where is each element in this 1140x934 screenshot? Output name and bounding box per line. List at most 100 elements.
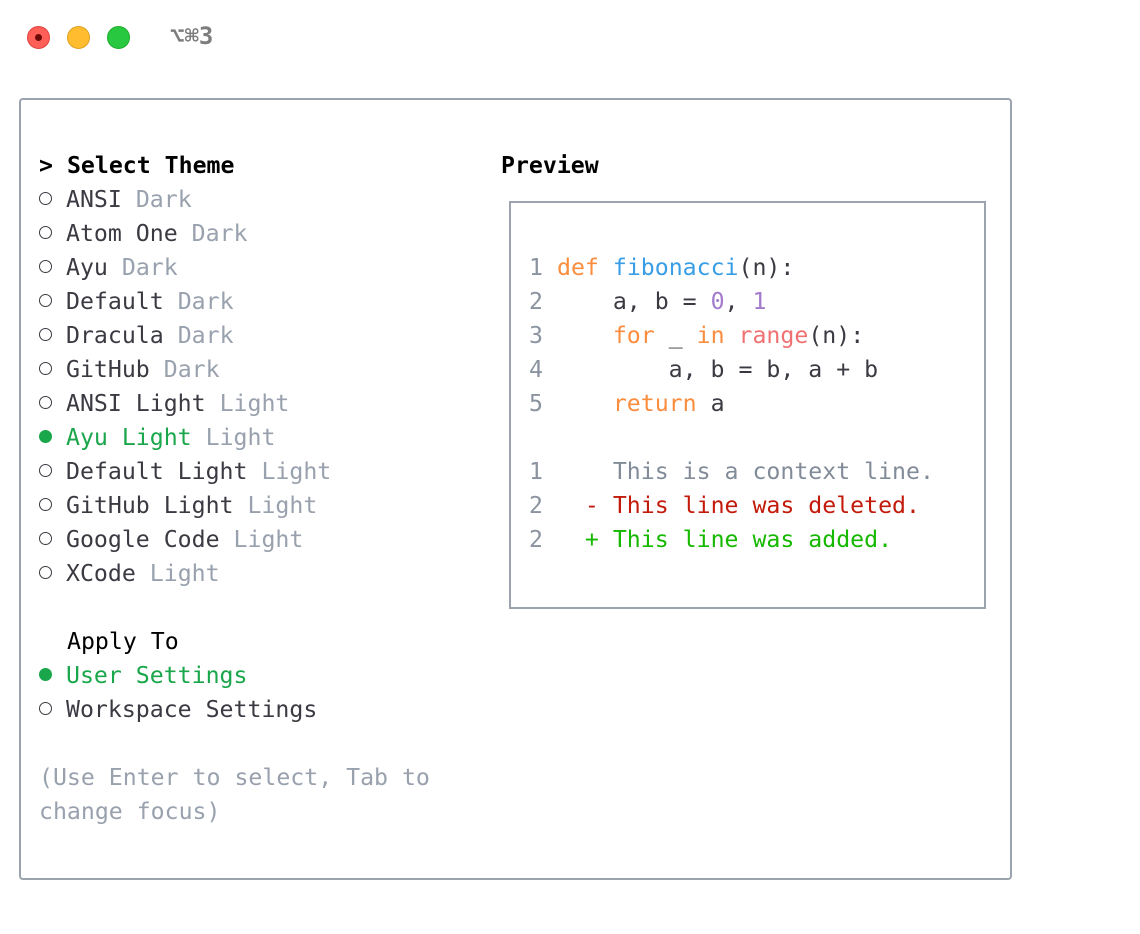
theme-name: Default	[66, 288, 164, 315]
maximize-window-button[interactable]	[107, 26, 130, 49]
keyword: in	[696, 322, 725, 349]
theme-option[interactable]: ANSI Light Light	[39, 387, 289, 421]
radio-icon	[39, 192, 52, 205]
theme-name: GitHub	[66, 356, 150, 383]
radio-icon	[39, 566, 52, 579]
theme-type: Light	[205, 424, 276, 451]
theme-name: Ayu	[66, 254, 108, 281]
theme-name: XCode	[66, 560, 136, 587]
code-text: ,	[724, 288, 753, 315]
diff-line: 2 - This line was deleted.	[529, 489, 920, 523]
theme-name: Ayu Light	[66, 424, 192, 451]
code-text: (n):	[738, 254, 795, 281]
window-shortcut: ⌥⌘3	[170, 22, 214, 50]
theme-option[interactable]: Dracula Dark	[39, 319, 234, 353]
theme-option[interactable]: GitHub Dark	[39, 353, 220, 387]
space	[725, 322, 739, 349]
radio-icon	[39, 532, 52, 545]
code-text: (n):	[808, 322, 865, 349]
theme-type: Dark	[177, 322, 234, 349]
code-line: 4 a, b = b, a + b	[529, 353, 878, 387]
theme-name: ANSI	[66, 186, 122, 213]
line-number: 1	[529, 458, 543, 485]
number: 1	[752, 288, 767, 315]
select-theme-heading: > Select Theme	[39, 149, 234, 183]
theme-type: Light	[233, 526, 304, 553]
code-text: a	[696, 390, 725, 417]
theme-type: Dark	[135, 186, 192, 213]
apply-to-label: Workspace Settings	[66, 696, 318, 723]
hint-line-2: change focus)	[39, 798, 221, 825]
apply-to-label: User Settings	[66, 662, 248, 689]
line-number: 5	[529, 390, 543, 417]
theme-name: Google Code	[66, 526, 220, 553]
code-line: 5 return a	[529, 387, 725, 421]
theme-type: Light	[149, 560, 220, 587]
close-window-button[interactable]	[27, 26, 50, 49]
radio-icon	[39, 328, 52, 341]
function-name: fibonacci	[612, 254, 739, 281]
theme-option[interactable]: GitHub Light Light	[39, 489, 317, 523]
theme-option[interactable]: ANSI Dark	[39, 183, 192, 217]
line-number: 1	[529, 254, 543, 281]
builtin: range	[738, 322, 809, 349]
radio-icon	[39, 498, 52, 511]
diff-line: 2 + This line was added.	[529, 523, 892, 557]
radio-icon	[39, 430, 52, 443]
radio-icon	[39, 464, 52, 477]
theme-name: ANSI Light	[66, 390, 206, 417]
code-text: a, b = b, a + b	[557, 356, 879, 383]
diff-marker	[585, 458, 613, 485]
minimize-window-button[interactable]	[67, 26, 90, 49]
focus-marker: >	[39, 152, 53, 179]
line-number: 2	[529, 288, 543, 315]
code-line: 2 a, b = 0, 1	[529, 285, 766, 319]
theme-name: Atom One	[66, 220, 178, 247]
theme-type: Dark	[191, 220, 248, 247]
theme-name: Default Light	[66, 458, 248, 485]
theme-option[interactable]: Ayu Dark	[39, 251, 178, 285]
diff-marker: -	[584, 492, 613, 519]
code-line: 1 def fibonacci(n):	[529, 251, 794, 285]
code-text: a, b =	[557, 288, 711, 315]
theme-type: Dark	[121, 254, 178, 281]
radio-icon	[39, 396, 52, 409]
radio-icon	[39, 668, 52, 681]
diff-text: This line was added.	[612, 526, 893, 553]
theme-type: Dark	[177, 288, 234, 315]
indent	[557, 390, 613, 417]
code-line: 3 for _ in range(n):	[529, 319, 864, 353]
radio-icon	[39, 294, 52, 307]
line-number: 4	[529, 356, 543, 383]
theme-type: Light	[219, 390, 290, 417]
radio-icon	[39, 260, 52, 273]
theme-option[interactable]: Default Light Light	[39, 455, 331, 489]
line-number: 2	[529, 526, 543, 553]
theme-type: Light	[261, 458, 332, 485]
number: 0	[710, 288, 725, 315]
radio-icon	[39, 362, 52, 375]
theme-option[interactable]: Google Code Light	[39, 523, 303, 557]
apply-to-option[interactable]: Workspace Settings	[39, 693, 317, 727]
theme-type: Dark	[163, 356, 220, 383]
diff-text: This is a context line.	[612, 458, 934, 485]
select-theme-title: Select Theme	[66, 152, 235, 179]
keyword: def	[557, 254, 599, 281]
theme-option[interactable]: Default Dark	[39, 285, 234, 319]
diff-line: 1 This is a context line.	[529, 455, 934, 489]
radio-icon	[39, 226, 52, 239]
keyword: for	[612, 322, 655, 349]
theme-option[interactable]: XCode Light	[39, 557, 220, 591]
diff-text: This line was deleted.	[612, 492, 920, 519]
keyword: return	[612, 390, 697, 417]
apply-to-option[interactable]: User Settings	[39, 659, 247, 693]
radio-icon	[39, 702, 52, 715]
apply-to-heading: Apply To	[67, 628, 179, 655]
theme-name: Dracula	[66, 322, 164, 349]
preview-title: Preview	[501, 152, 599, 179]
theme-option[interactable]: Ayu Light Light	[39, 421, 275, 455]
hint-line-1: (Use Enter to select, Tab to	[39, 764, 430, 791]
theme-option[interactable]: Atom One Dark	[39, 217, 248, 251]
line-number: 2	[529, 492, 543, 519]
theme-type: Light	[247, 492, 318, 519]
